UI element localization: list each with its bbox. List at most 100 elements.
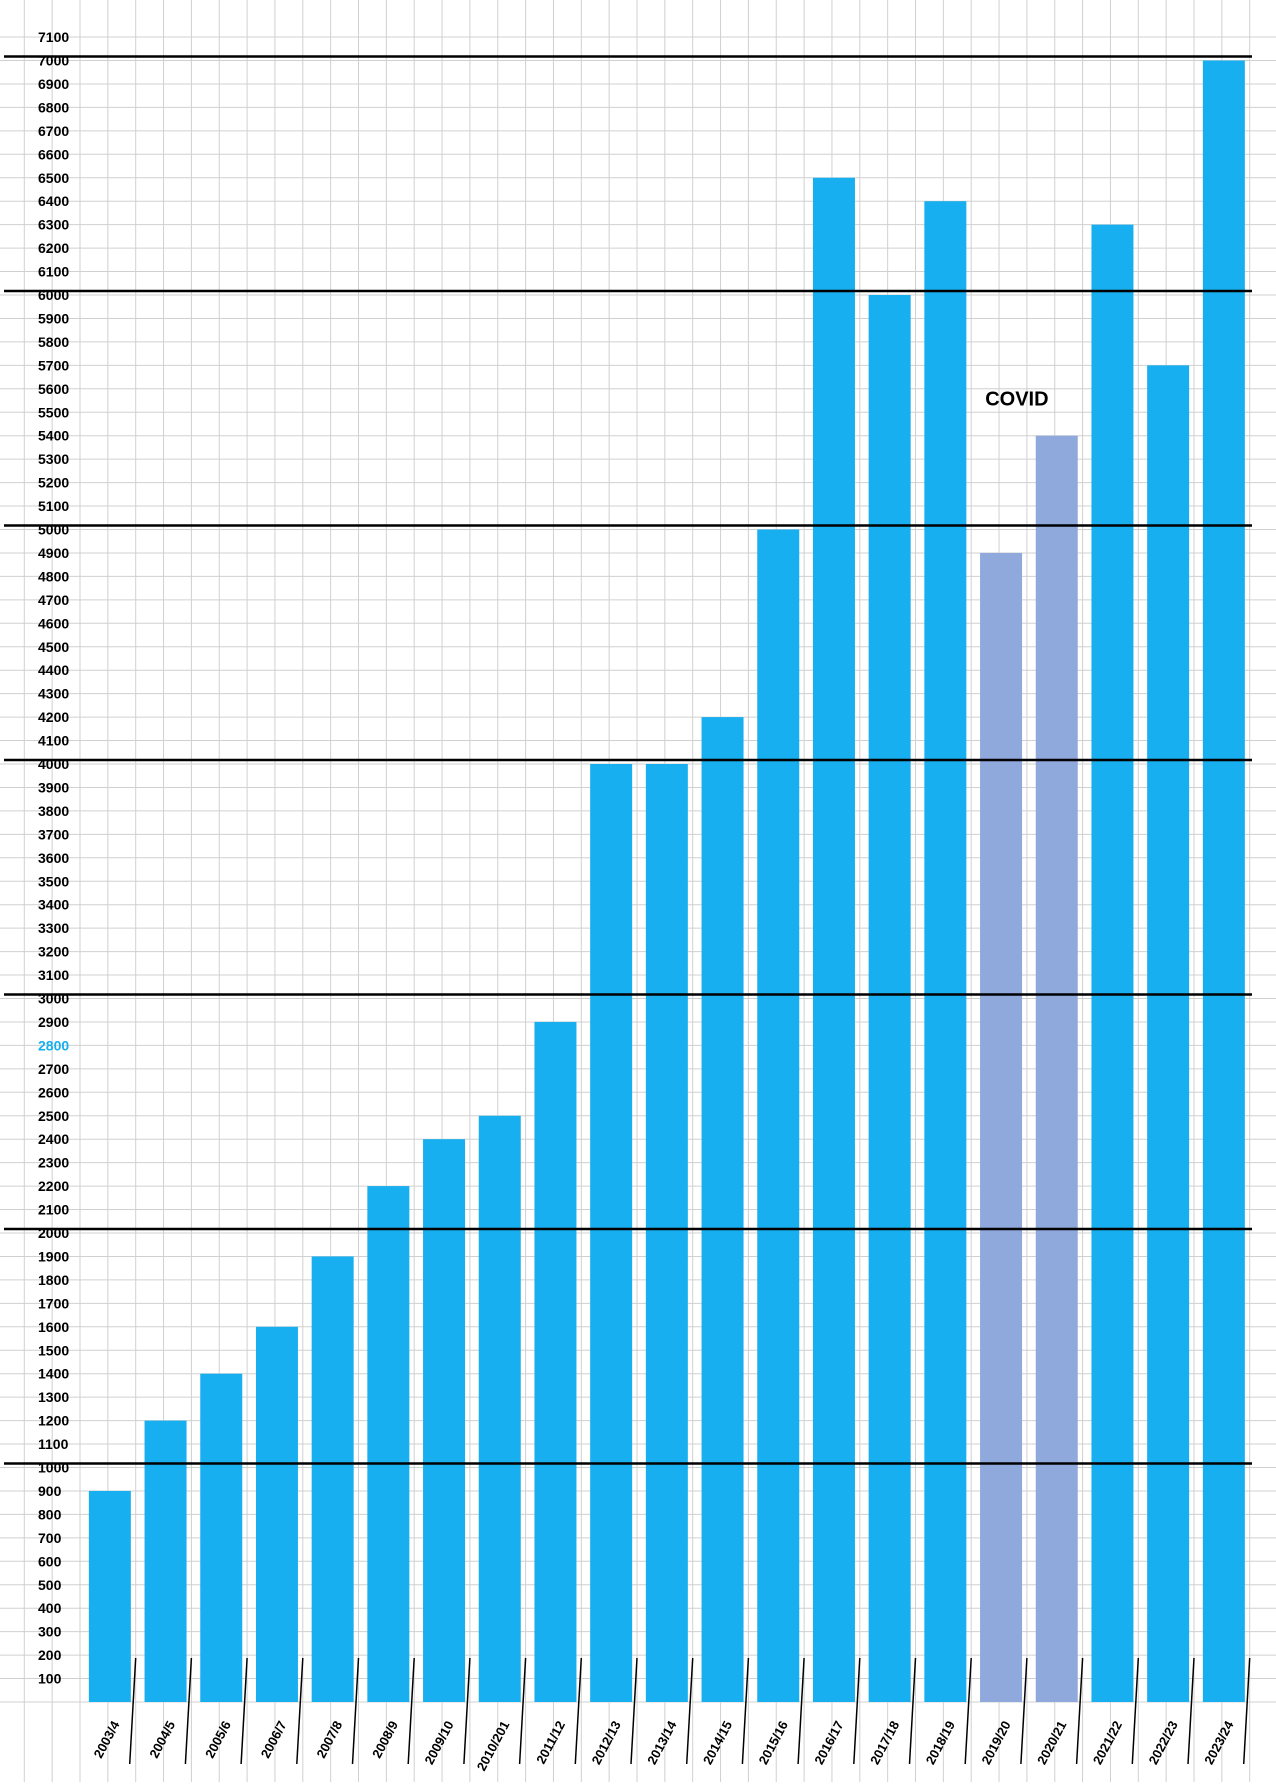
bar-2006-7 <box>255 1326 298 1702</box>
y-tick-label: 600 <box>38 1553 62 1569</box>
y-tick-label: 3700 <box>38 826 69 842</box>
x-separator <box>685 1657 694 1765</box>
x-separator <box>1131 1657 1140 1765</box>
y-tick-label: 2800 <box>38 1037 69 1053</box>
covid-annotation: COVID <box>985 389 1048 411</box>
bar-2003-4 <box>88 1490 131 1702</box>
bar-2022-23 <box>1147 365 1190 1703</box>
x-separator <box>296 1657 304 1765</box>
x-separator <box>1187 1657 1195 1765</box>
y-tick-label: 1900 <box>38 1248 69 1264</box>
y-tick-label: 6700 <box>38 123 69 139</box>
x-tick-label: 2021/22 <box>1090 1718 1125 1767</box>
bar-2012-13 <box>590 764 633 1702</box>
bar-2020-21 <box>1035 435 1078 1703</box>
x-tick-label: 2017/18 <box>867 1718 902 1767</box>
x-separator <box>407 1657 415 1765</box>
y-tick-label: 3000 <box>38 991 69 1007</box>
bar-2016-17 <box>812 177 855 1702</box>
y-tick-label: 1100 <box>38 1436 69 1452</box>
y-tick-label: 700 <box>38 1530 62 1546</box>
y-tick-label: 4700 <box>38 592 69 608</box>
y-tick-label: 5500 <box>38 404 69 420</box>
x-tick-label: 2014/15 <box>700 1718 735 1767</box>
y-tick-label: 1600 <box>38 1319 69 1335</box>
x-tick-label: 2023/24 <box>1201 1718 1237 1767</box>
x-separator <box>128 1657 137 1765</box>
y-tick-label: 2400 <box>38 1131 69 1147</box>
x-tick-label: 2019/20 <box>978 1718 1013 1767</box>
y-tick-label: 100 <box>38 1671 62 1687</box>
x-separator <box>797 1657 805 1765</box>
y-tick-label: 7000 <box>38 53 69 69</box>
y-tick-label: 5900 <box>38 310 69 326</box>
x-separator <box>574 1657 583 1765</box>
bar-2018-19 <box>924 201 967 1703</box>
bar-2007-8 <box>311 1256 354 1702</box>
y-tick-label: 5300 <box>38 451 69 467</box>
x-separator <box>351 1657 360 1765</box>
x-tick-label: 2015/16 <box>756 1718 791 1767</box>
x-tick-label: 2011/12 <box>533 1718 568 1766</box>
y-tick-label: 1000 <box>38 1460 69 1476</box>
y-tick-label: 500 <box>38 1577 62 1593</box>
y-tick-label: 3100 <box>38 967 69 983</box>
y-tick-label: 4400 <box>38 662 69 678</box>
bar-2014-15 <box>701 717 744 1702</box>
x-separator <box>630 1657 638 1765</box>
bar-2013-14 <box>645 764 688 1702</box>
y-tick-label: 1800 <box>38 1272 69 1288</box>
y-tick-label: 900 <box>38 1483 62 1499</box>
y-tick-label: 3300 <box>38 920 69 936</box>
x-tick-label: 2018/19 <box>923 1718 958 1767</box>
y-tick-label: 4600 <box>38 615 69 631</box>
y-tick-label: 2600 <box>38 1084 69 1100</box>
x-tick-label: 2013/14 <box>644 1718 680 1767</box>
x-separator <box>1075 1657 1084 1765</box>
x-tick-label: 2012/13 <box>588 1718 623 1767</box>
x-separator <box>1020 1657 1028 1765</box>
x-separator <box>853 1657 861 1765</box>
y-axis-ticks: 100 200 300 400 500 600 700 800 900 1000 1100 1200 1… <box>38 29 69 1687</box>
x-tick-label: 2020/21 <box>1034 1718 1069 1767</box>
y-tick-label: 5700 <box>38 357 69 373</box>
x-tick-label: 2022/23 <box>1145 1718 1180 1767</box>
bar-2005-6 <box>200 1373 243 1702</box>
x-separator <box>1242 1657 1251 1765</box>
y-tick-label: 1500 <box>38 1342 69 1358</box>
x-separator <box>184 1657 193 1765</box>
y-tick-label: 6900 <box>38 76 69 92</box>
y-tick-label: 5400 <box>38 428 69 444</box>
y-tick-label: 400 <box>38 1600 62 1616</box>
x-tick-label: 2008/9 <box>369 1718 401 1760</box>
y-tick-label: 4300 <box>38 686 69 702</box>
x-separator <box>240 1657 248 1765</box>
bars <box>88 60 1245 1703</box>
y-tick-label: 3500 <box>38 873 69 889</box>
bar-2009-10 <box>423 1139 466 1702</box>
y-tick-label: 1400 <box>38 1366 69 1382</box>
y-tick-label: 4800 <box>38 568 69 584</box>
y-tick-label: 5800 <box>38 334 69 350</box>
x-tick-label: 2004/5 <box>146 1718 178 1760</box>
y-tick-label: 7100 <box>38 29 69 45</box>
y-tick-label: 200 <box>38 1647 62 1663</box>
bar-2019-20 <box>980 552 1023 1703</box>
x-tick-label: 2009/10 <box>421 1718 456 1767</box>
x-tick-label: 2003/4 <box>91 1718 123 1761</box>
y-tick-label: 2500 <box>38 1108 69 1124</box>
y-tick-label: 800 <box>38 1506 62 1522</box>
bar-2010-201 <box>478 1115 521 1702</box>
y-tick-label: 1700 <box>38 1295 69 1311</box>
y-tick-label: 5100 <box>38 498 69 514</box>
y-tick-label: 4500 <box>38 639 69 655</box>
x-tick-label: 2006/7 <box>258 1718 290 1760</box>
y-tick-label: 6100 <box>38 264 69 280</box>
y-tick-label: 3400 <box>38 897 69 913</box>
y-tick-label: 5600 <box>38 381 69 397</box>
y-tick-label: 5000 <box>38 522 69 538</box>
y-tick-label: 2200 <box>38 1178 69 1194</box>
